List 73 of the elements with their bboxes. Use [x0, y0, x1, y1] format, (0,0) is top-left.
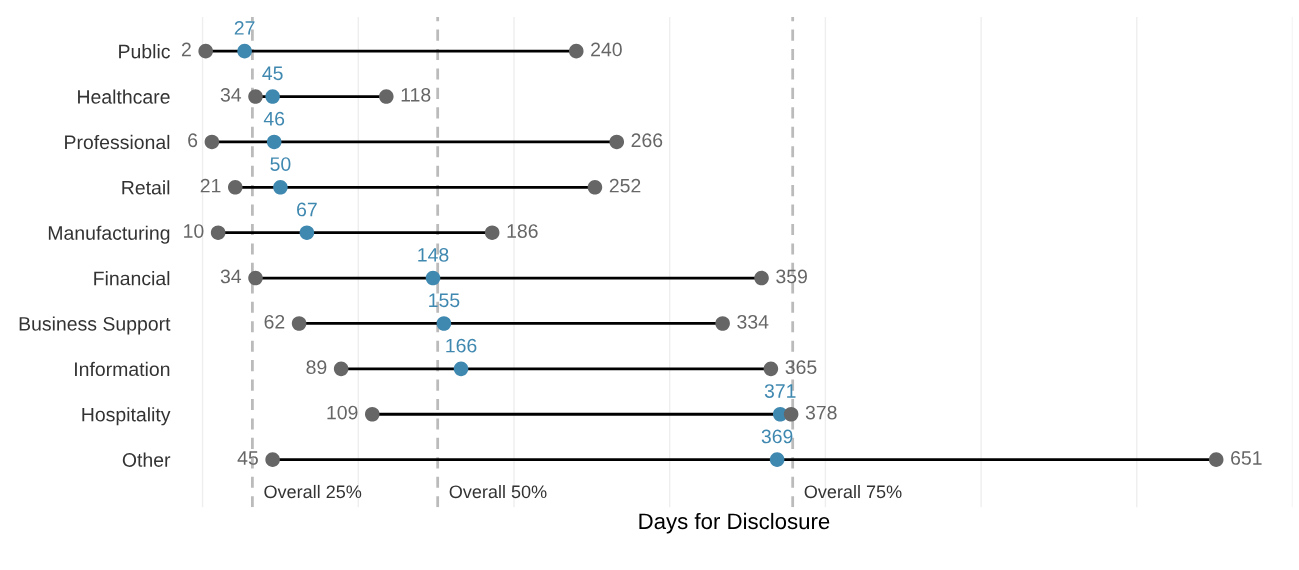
- point: [265, 89, 280, 104]
- point: [291, 316, 307, 331]
- data-label: 27: [234, 21, 255, 35]
- point: [210, 225, 226, 240]
- point: [365, 406, 380, 422]
- point: [248, 270, 263, 286]
- data-label: 359: [776, 269, 807, 284]
- point: [237, 43, 252, 59]
- point: [273, 180, 288, 195]
- data-label: 10: [184, 224, 204, 238]
- data-label: 109: [327, 405, 358, 420]
- data-label: 34: [220, 269, 242, 284]
- data-label: 148: [418, 247, 449, 262]
- data-label: 21: [200, 178, 221, 193]
- point: [436, 316, 452, 331]
- data-label: 651: [1231, 451, 1262, 465]
- point: [333, 361, 349, 377]
- point: [769, 452, 785, 467]
- data-label: 45: [262, 66, 283, 81]
- point: [715, 316, 730, 331]
- point: [783, 406, 799, 422]
- data-label: 45: [237, 451, 258, 465]
- y-tick-label: Retail: [122, 180, 170, 195]
- y-tick-label: Healthcare: [78, 89, 170, 104]
- data-label: 118: [401, 87, 431, 102]
- point: [227, 180, 243, 195]
- data-label: 62: [264, 314, 285, 329]
- data-label: 334: [737, 314, 769, 329]
- data-label: 89: [306, 360, 327, 375]
- data-label: 378: [805, 405, 837, 420]
- data-label: 166: [446, 338, 477, 353]
- data-label: 252: [609, 178, 641, 193]
- point: [453, 361, 469, 377]
- point: [299, 225, 315, 240]
- y-tick-label: Hospitality: [82, 407, 171, 426]
- data-label: 2: [181, 42, 191, 57]
- data-label: 6: [188, 133, 198, 148]
- point: [754, 270, 769, 286]
- y-tick-label: Financial: [94, 271, 170, 286]
- data-label: 186: [507, 224, 538, 238]
- point: [265, 452, 280, 467]
- data-label: 34: [220, 87, 242, 102]
- ref-line-label: Overall 75%: [804, 484, 902, 499]
- ref-line-label: Overall 50%: [449, 484, 547, 499]
- y-tick-label: Manufacturing: [48, 225, 170, 244]
- y-tick-label: Information: [75, 361, 170, 377]
- y-tick-label: Public: [119, 44, 170, 59]
- point: [484, 225, 500, 240]
- x-axis-title: Days for Disclosure: [639, 512, 830, 534]
- point: [763, 361, 779, 377]
- point: [1208, 452, 1224, 467]
- y-tick-label: Other: [122, 452, 171, 467]
- ref-line-label: Overall 25%: [264, 484, 362, 499]
- point: [568, 43, 584, 59]
- y-tick-label: Business Support: [19, 316, 171, 335]
- data-label: 369: [761, 429, 793, 444]
- data-label: 155: [429, 293, 460, 308]
- point: [266, 134, 282, 150]
- point: [609, 134, 625, 150]
- point: [248, 89, 263, 104]
- data-label: 240: [591, 42, 622, 57]
- point: [198, 43, 213, 59]
- point: [587, 180, 603, 195]
- point: [425, 270, 441, 286]
- point: [204, 134, 220, 150]
- data-label: 67: [297, 202, 317, 217]
- point: [379, 89, 394, 104]
- y-tick-label: Professional: [65, 134, 170, 150]
- data-label: 266: [631, 133, 663, 148]
- data-label: 46: [263, 111, 285, 126]
- data-label: 371: [764, 384, 796, 398]
- data-label: 50: [270, 157, 291, 171]
- data-label: 365: [785, 360, 817, 375]
